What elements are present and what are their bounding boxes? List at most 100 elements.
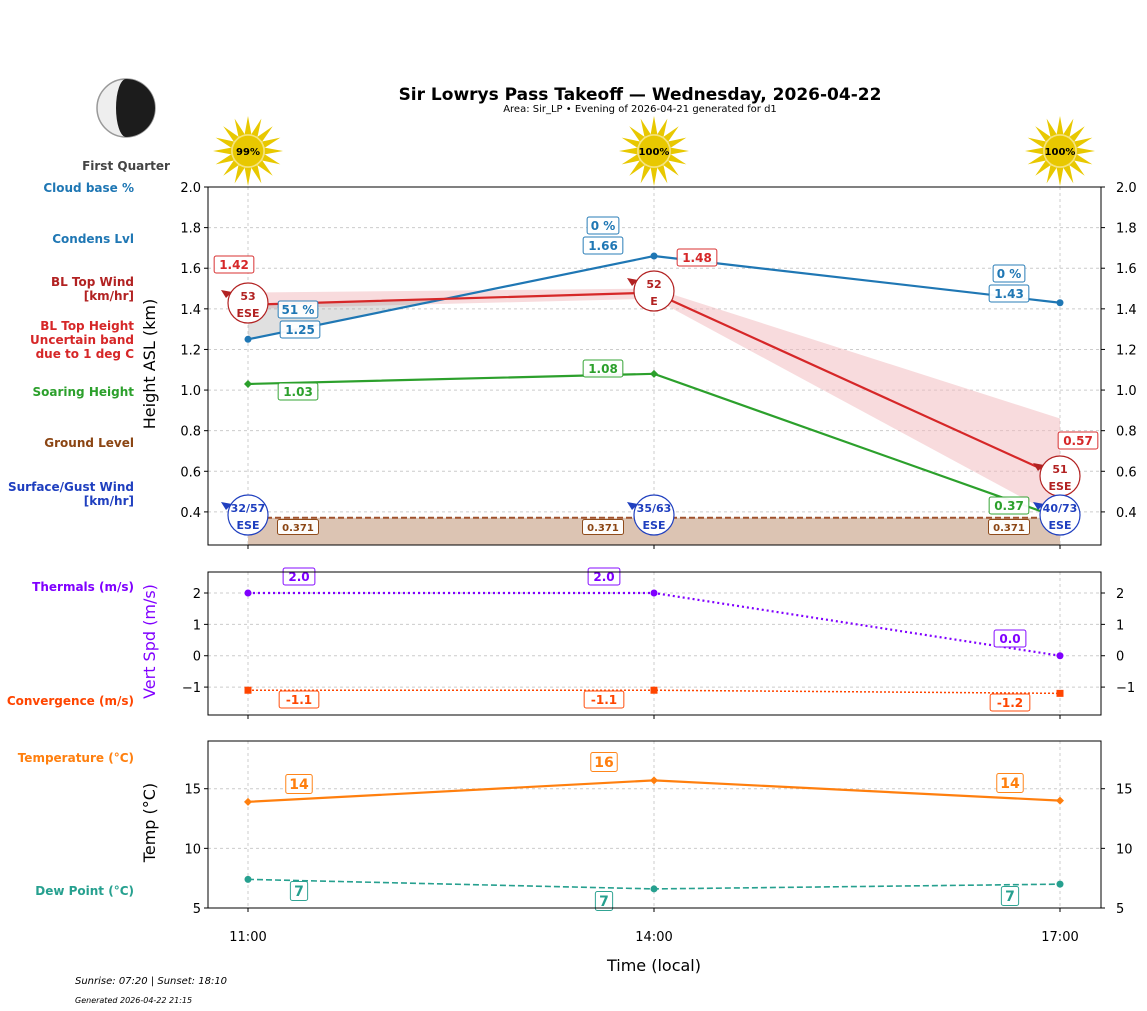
temperature-value-label-text: 14 — [1000, 776, 1020, 792]
sun-ray — [213, 147, 232, 155]
row-label-ground: Ground Level — [44, 436, 134, 450]
dew-point-point — [650, 885, 658, 893]
convergence-point — [650, 686, 658, 694]
sun-ray — [215, 154, 234, 165]
soaring-value-label-box — [277, 382, 319, 401]
sun-ray — [657, 118, 668, 137]
convergence-value-label-box — [278, 690, 320, 709]
moon-shadow — [116, 79, 155, 137]
bl-top-value-label: 0.57 — [1057, 431, 1099, 450]
y-tick-label: 1.0 — [180, 384, 201, 399]
bl-top-value-label-box — [213, 255, 255, 274]
sun-ray — [251, 165, 262, 184]
row-label-surface-wind-line: [km/hr] — [84, 494, 134, 508]
row-label-cloud-base-line: Cloud base % — [43, 181, 134, 195]
dew-point-value-label-text: 7 — [1005, 889, 1015, 905]
row-label-bl-wind-line: [km/hr] — [84, 289, 134, 303]
sun-ray — [1056, 167, 1064, 186]
y-tick-label: 2.0 — [180, 181, 201, 196]
sun-disc — [231, 134, 265, 168]
temperature-point — [244, 797, 252, 806]
sun-ray — [1063, 118, 1074, 137]
y-tick-label: 1.8 — [180, 222, 201, 237]
convergence-value-label-text: -1.2 — [997, 696, 1023, 710]
y-tick-label-right: 1.8 — [1116, 222, 1137, 237]
ground-value-label-box — [582, 519, 624, 535]
thermals-value-label-text: 0.0 — [999, 632, 1020, 646]
bl-wind-marker-speed: 53 — [240, 290, 255, 303]
y-tick-label: 1.4 — [180, 303, 201, 318]
condens-value-label: 1.25 — [279, 320, 321, 339]
sun-icon: 99% — [213, 116, 283, 186]
convergence-value-label-text: -1.1 — [286, 693, 312, 707]
cloud-base-pct-label-text: 0 % — [997, 267, 1022, 281]
ground-value-label: 0.371 — [277, 519, 319, 535]
x-tick-label: 17:00 — [1041, 930, 1078, 945]
y-tick-label: 0.8 — [180, 425, 201, 440]
thermals-value-label: 0.0 — [993, 629, 1027, 648]
sun-disc — [1043, 134, 1077, 168]
bl-top-value-label-box — [1057, 431, 1099, 450]
surface-wind-marker: 40/73 ESE — [1033, 494, 1081, 536]
sun-percent: 100% — [639, 147, 670, 158]
dew-point-value-label: 7 — [289, 881, 309, 901]
y-tick-label-right: 2 — [1116, 587, 1124, 602]
cloud-base-pct-label-box — [992, 264, 1026, 283]
moon-phase-label: First Quarter — [82, 159, 170, 173]
convergence-value-label-box — [583, 690, 625, 709]
sun-ray — [1074, 154, 1093, 165]
dew-point-point — [244, 875, 252, 883]
condens-line-point — [244, 335, 252, 343]
sun-ray — [640, 165, 651, 184]
bl-top-value-label: 1.42 — [213, 255, 255, 274]
sun-ray — [650, 116, 658, 135]
bl-top-value-label-box — [676, 248, 718, 267]
ground-value-label-box — [988, 519, 1030, 535]
surface-wind-marker-circle — [1039, 494, 1081, 536]
chart-subtitle: Area: Sir_LP • Evening of 2026-04-21 gen… — [503, 104, 777, 115]
temperature-value-label-box — [996, 773, 1024, 793]
thermals-value-label-text: 2.0 — [593, 570, 614, 584]
soaring-value-label: 1.08 — [582, 359, 624, 378]
y-tick-label: 0.6 — [180, 465, 201, 480]
y-tick-label-right: 1 — [1116, 618, 1124, 633]
y-tick-label-right: 0.8 — [1116, 425, 1137, 440]
temperature-value-label: 14 — [285, 774, 313, 794]
sun-ray — [1025, 147, 1044, 155]
dew-point-point — [1056, 880, 1064, 888]
y-tick-label: 0 — [193, 650, 201, 665]
bl-top-value-label-text: 1.48 — [682, 251, 712, 265]
surface-wind-marker-speed: 35/63 — [637, 502, 672, 515]
x-tick-label: 11:00 — [229, 930, 266, 945]
soaring-value-label: 0.37 — [988, 496, 1030, 515]
sunrise-sunset: Sunrise: 07:20 | Sunset: 18:10 — [75, 976, 227, 987]
y-tick-label-right: 1.4 — [1116, 303, 1137, 318]
soaring-value-label: 1.03 — [277, 382, 319, 401]
condens-value-label-text: 1.66 — [588, 239, 618, 253]
sun-ray — [1027, 154, 1046, 165]
row-label-soaring-line: Soaring Height — [33, 385, 135, 399]
row-label-bl-wind-line: BL Top Wind — [51, 275, 134, 289]
dew-point-value-label-box — [594, 891, 614, 911]
y-tick-label-right: −1 — [1116, 681, 1135, 696]
sun-ray — [223, 160, 239, 176]
sun-ray — [668, 137, 687, 148]
sun-ray — [1056, 116, 1064, 135]
thermals-point — [244, 589, 252, 597]
y-tick-label: 15 — [184, 783, 201, 798]
soaring-line-point — [244, 379, 252, 388]
generated-timestamp: Generated 2026-04-22 21:15 — [75, 996, 192, 1005]
sun-ray — [244, 167, 252, 186]
row-label-bl-height-line: due to 1 deg C — [36, 347, 135, 361]
sun-icon: 100% — [1025, 116, 1095, 186]
dew-point-value-label-box — [289, 881, 309, 901]
soaring-value-label-box — [988, 496, 1030, 515]
temperature-value-label: 14 — [996, 773, 1024, 793]
temperature-point — [1056, 796, 1064, 805]
sun-ray — [215, 137, 234, 148]
bl-wind-marker: 52 E — [627, 270, 675, 312]
bl-wind-marker-circle — [227, 282, 269, 324]
y-tick-label: 5 — [193, 902, 201, 917]
sun-ray — [1027, 137, 1046, 148]
sun-icon: 100% — [619, 116, 689, 186]
